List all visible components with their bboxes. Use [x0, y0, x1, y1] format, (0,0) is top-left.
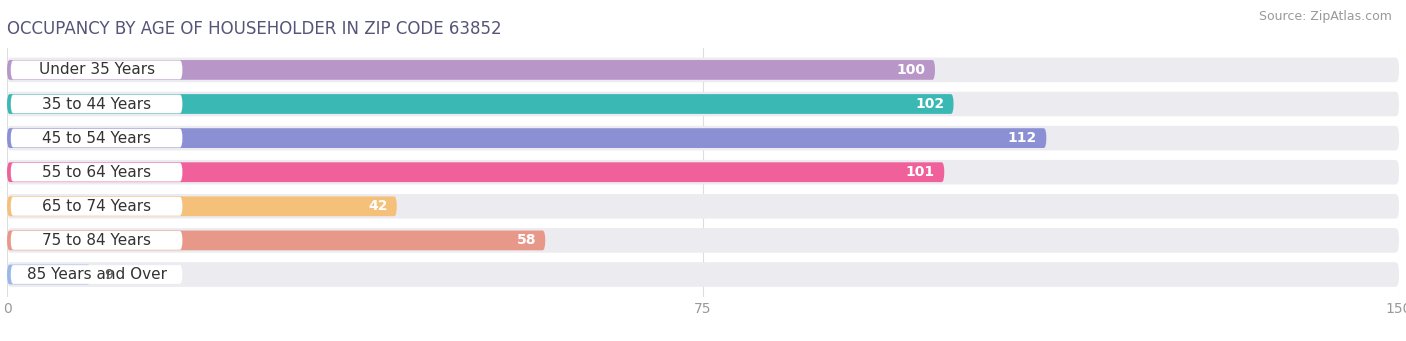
FancyBboxPatch shape	[11, 60, 183, 79]
Text: 9: 9	[104, 267, 114, 282]
FancyBboxPatch shape	[11, 94, 183, 114]
Text: Source: ZipAtlas.com: Source: ZipAtlas.com	[1258, 10, 1392, 23]
FancyBboxPatch shape	[11, 265, 183, 284]
FancyBboxPatch shape	[7, 265, 90, 284]
Text: 75 to 84 Years: 75 to 84 Years	[42, 233, 150, 248]
FancyBboxPatch shape	[7, 60, 935, 80]
Text: 100: 100	[897, 63, 925, 77]
Text: 101: 101	[905, 165, 935, 179]
FancyBboxPatch shape	[7, 92, 1399, 116]
FancyBboxPatch shape	[11, 129, 183, 148]
Text: 102: 102	[915, 97, 945, 111]
Text: 42: 42	[368, 199, 388, 213]
FancyBboxPatch shape	[7, 262, 1399, 287]
Text: 58: 58	[516, 233, 536, 248]
Text: 55 to 64 Years: 55 to 64 Years	[42, 165, 150, 180]
FancyBboxPatch shape	[7, 128, 1046, 148]
FancyBboxPatch shape	[11, 231, 183, 250]
FancyBboxPatch shape	[7, 231, 546, 250]
FancyBboxPatch shape	[11, 197, 183, 216]
FancyBboxPatch shape	[7, 196, 396, 216]
FancyBboxPatch shape	[7, 162, 945, 182]
FancyBboxPatch shape	[11, 163, 183, 182]
FancyBboxPatch shape	[7, 160, 1399, 184]
FancyBboxPatch shape	[7, 126, 1399, 150]
FancyBboxPatch shape	[7, 228, 1399, 253]
FancyBboxPatch shape	[7, 58, 1399, 82]
Text: 45 to 54 Years: 45 to 54 Years	[42, 131, 150, 146]
FancyBboxPatch shape	[7, 94, 953, 114]
FancyBboxPatch shape	[7, 194, 1399, 219]
Text: Under 35 Years: Under 35 Years	[38, 62, 155, 77]
Text: 112: 112	[1008, 131, 1038, 145]
Text: OCCUPANCY BY AGE OF HOUSEHOLDER IN ZIP CODE 63852: OCCUPANCY BY AGE OF HOUSEHOLDER IN ZIP C…	[7, 20, 502, 38]
Text: 85 Years and Over: 85 Years and Over	[27, 267, 166, 282]
Text: 35 to 44 Years: 35 to 44 Years	[42, 97, 150, 112]
Text: 65 to 74 Years: 65 to 74 Years	[42, 199, 150, 214]
